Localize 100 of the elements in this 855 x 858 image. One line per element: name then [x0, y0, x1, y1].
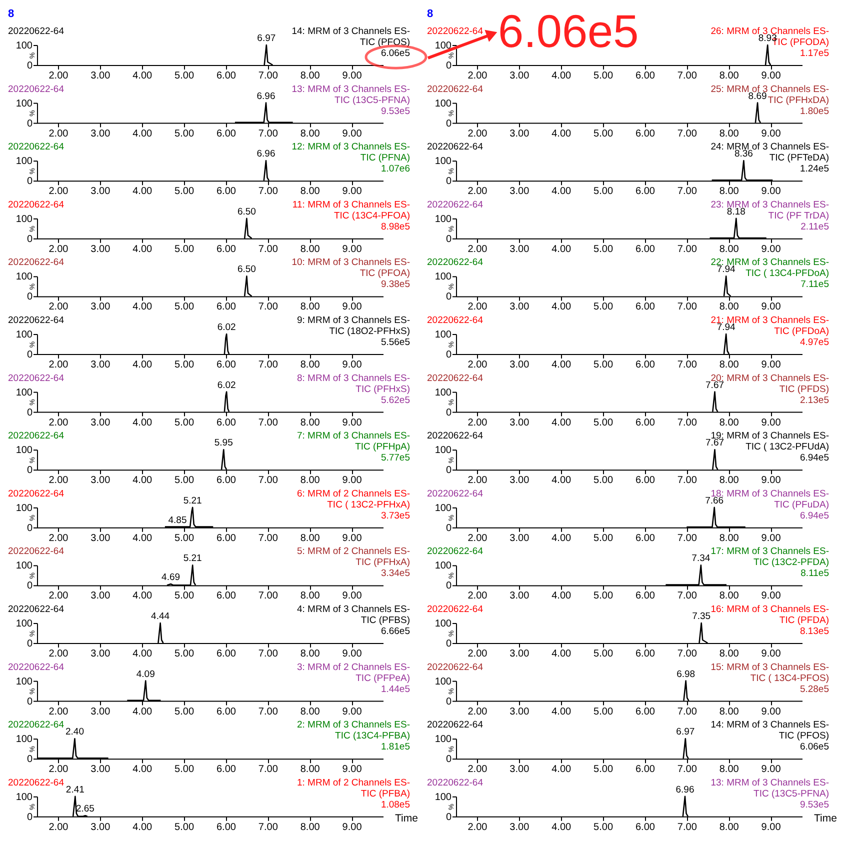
x-tick-label: 8.00	[719, 475, 740, 486]
chart-title: 20220622-64	[427, 315, 483, 326]
x-tick-label: 2.00	[468, 532, 488, 544]
x-tick-label: 9.00	[342, 186, 362, 198]
x-tick-label: 7.00	[258, 360, 278, 370]
annotation: 6.02	[217, 322, 236, 333]
chart-title: 20220622-64	[427, 662, 483, 673]
y-tick-label: 0	[446, 522, 452, 534]
annotation: 5.77e5	[380, 452, 410, 464]
text: 4: MRM of 3 Channels ES-	[297, 604, 410, 615]
x-tick-label: 5.00	[594, 764, 614, 776]
x-tick-label: 6.00	[635, 532, 656, 544]
y-tick-label: 100	[434, 676, 452, 688]
x-tick-label: 7.00	[677, 360, 698, 370]
text: 8: MRM of 3 Channels ES-	[297, 372, 410, 384]
x-tick-label: 6.00	[635, 590, 656, 602]
x-tick-label: 9.00	[342, 244, 362, 255]
x-tick-label: 3.00	[90, 475, 111, 486]
annotation: 4.44	[151, 611, 170, 622]
x-tick-label: 2.00	[48, 417, 69, 428]
y-tick-label: 0	[26, 465, 33, 476]
y-tick-label: 0	[26, 812, 33, 823]
x-tick-label: 2.00	[468, 360, 488, 370]
annotation: 6.96	[676, 784, 694, 796]
x-tick-label: 2.00	[468, 590, 488, 602]
y-tick-label: 0	[446, 60, 452, 72]
x-tick-label: 9.00	[342, 417, 362, 428]
y-tick-label: 100	[16, 734, 33, 746]
x-tick-label: 3.00	[90, 244, 111, 255]
chart-title: 20220622-64	[8, 662, 64, 673]
annotation: TIC ( 13C2-PFUdA)	[746, 442, 829, 453]
x-tick-label: 2.00	[48, 128, 69, 140]
chart-title: 20220622-64	[8, 372, 64, 384]
annotation: TIC (PFTeDA)	[769, 152, 829, 164]
x-tick-label: 2.00	[468, 128, 488, 140]
x-tick-label: 2.00	[468, 706, 488, 718]
x-tick-label: 6.00	[216, 648, 236, 660]
x-tick-label: 8.00	[719, 302, 740, 313]
x-tick-label: 9.00	[761, 590, 782, 602]
chart-title: 20220622-64	[427, 372, 483, 384]
annotation: TIC (PFDA)	[779, 615, 829, 626]
annotation: TIC (13C5-PFNA)	[754, 788, 829, 800]
x-tick-label: 9.00	[761, 244, 782, 255]
y-tick-label: 100	[434, 618, 452, 630]
text: 17: MRM of 3 Channels ES-	[710, 546, 829, 558]
chart-title: 20220622-64	[8, 488, 64, 500]
x-tick-label: 4.00	[132, 475, 153, 486]
text: 12: MRM of 3 Channels ES-	[292, 142, 410, 153]
y-tick-label: 0	[26, 176, 33, 188]
annotation: 4.97e5	[800, 337, 829, 348]
x-tick-label: 9.00	[342, 302, 362, 313]
annotation: TIC (13C4-PFBA)	[335, 730, 410, 742]
x-tick-label: 4.00	[132, 648, 153, 660]
x-tick-label: 4.00	[552, 360, 572, 370]
x-tick-label: 5.00	[594, 706, 614, 718]
x-tick-label: 9.00	[342, 475, 362, 486]
x-tick-label: 5.00	[594, 822, 614, 833]
annotation: TIC (PFBA)	[360, 788, 410, 800]
x-tick-label: 8.00	[300, 822, 320, 833]
annotation: TIC (PFHxS)	[356, 384, 410, 395]
x-tick-label: 8.00	[719, 70, 740, 82]
x-tick-label: 9.00	[342, 128, 362, 140]
chart-title: 20220622-64	[427, 777, 483, 788]
x-tick-label: 6.00	[216, 70, 236, 82]
annotation: 6.02	[217, 380, 236, 391]
annotation: 7.11e5	[800, 279, 829, 290]
annotation: 4.69	[162, 572, 180, 583]
x-tick-label: 9.00	[761, 360, 782, 370]
x-tick-label: 4.00	[552, 417, 572, 428]
chart-title: 20220622-64	[8, 430, 64, 442]
x-tick-label: 4.00	[132, 186, 153, 198]
x-tick-label: 6.00	[216, 186, 236, 198]
x-tick-label: 4.00	[132, 128, 153, 140]
x-tick-label: 7.00	[677, 244, 698, 255]
x-tick-label: 7.00	[258, 186, 278, 198]
x-tick-label: 7.00	[258, 417, 278, 428]
annotation: TIC (PFHxDA)	[768, 94, 829, 106]
annotation: 6.96	[256, 148, 276, 160]
annotation: TIC (PFHpA)	[355, 442, 410, 453]
x-tick-label: 8.00	[300, 706, 320, 718]
text: 11: MRM of 3 Channels ES-	[292, 199, 410, 210]
chart-title: 20220622-64	[427, 720, 483, 731]
x-tick-label: 6.00	[216, 822, 236, 833]
x-tick-label: 5.00	[594, 590, 614, 602]
x-tick-label: 7.00	[258, 244, 278, 255]
x-tick-label: 2.00	[48, 822, 69, 833]
annotation: TIC (PFuDA)	[774, 499, 829, 510]
x-tick-label: 8.00	[719, 417, 740, 428]
y-tick-label: 100	[16, 445, 33, 456]
x-tick-label: 9.00	[761, 648, 782, 660]
x-tick-label: 3.00	[510, 417, 530, 428]
x-tick-label: 3.00	[510, 244, 530, 255]
x-tick-label: 2.00	[468, 648, 488, 660]
x-tick-label: 6.00	[216, 128, 236, 140]
x-tick-label: 5.00	[174, 590, 194, 602]
x-tick-label: 8.00	[300, 360, 320, 370]
x-tick-label: 7.00	[258, 590, 278, 602]
x-tick-label: 9.00	[761, 532, 782, 544]
x-tick-label: 3.00	[90, 648, 111, 660]
annotation: 3.73e5	[380, 510, 410, 522]
